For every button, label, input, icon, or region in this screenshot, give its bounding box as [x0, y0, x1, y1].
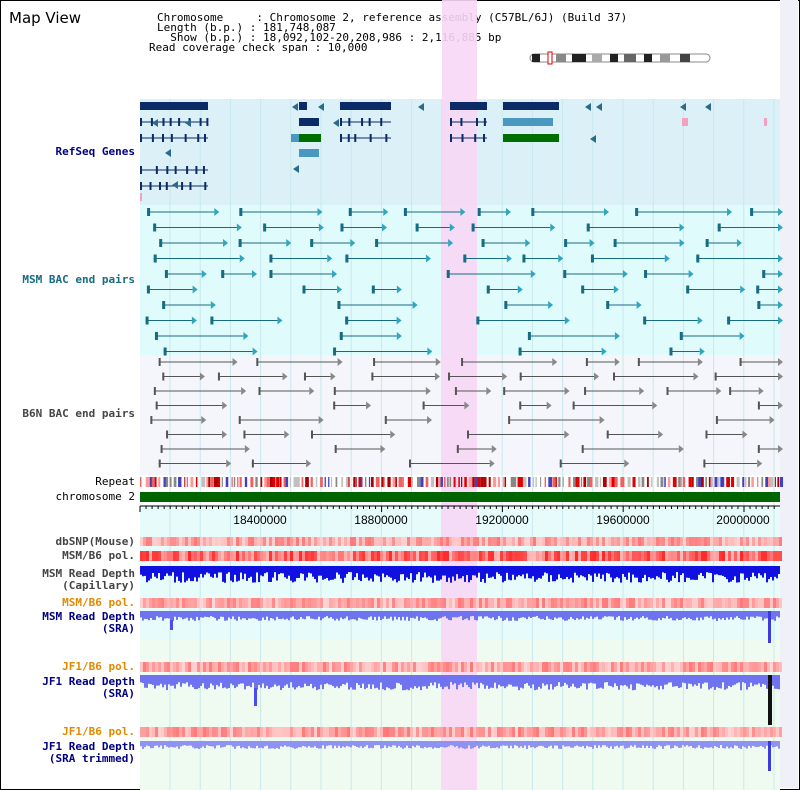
msm-read-depth-capillary-label[interactable]: MSM Read Depth (Capillary): [42, 567, 135, 592]
tick-label-5: 20000000: [716, 513, 770, 527]
jf1-b6-pol-label-1[interactable]: JF1/B6 pol.: [62, 660, 135, 673]
chromosome-label[interactable]: chromosome 2: [55, 490, 135, 503]
tick-label-1: 18400000: [233, 513, 287, 527]
jf1-read-depth-sra-label[interactable]: JF1 Read Depth (SRA): [42, 675, 135, 700]
msm-read-depth-sra-label[interactable]: MSM Read Depth (SRA): [42, 610, 135, 635]
coverage-span-info: Read coverage check span : 10,000: [149, 41, 368, 54]
right-margin: [780, 0, 798, 788]
repeat-track[interactable]: [140, 477, 784, 487]
b6n-bac-label[interactable]: B6N BAC end pairs: [22, 407, 135, 420]
chromosome-bar[interactable]: [140, 492, 780, 502]
tick-label-3: 19200000: [475, 513, 529, 527]
tick-label-4: 19600000: [596, 513, 650, 527]
jf1-read-depth-trimmed-label[interactable]: JF1 Read Depth (SRA trimmed): [42, 740, 135, 765]
dbsnp-label[interactable]: dbSNP(Mouse): [55, 535, 135, 548]
msm-bac-label[interactable]: MSM BAC end pairs: [22, 273, 135, 286]
tick-label-2: 18800000: [354, 513, 408, 527]
msm-b6-pol-label-1[interactable]: MSM/B6 pol.: [62, 549, 135, 562]
read-depth-tracks[interactable]: [140, 566, 780, 771]
highlight-region: [442, 0, 477, 790]
b6n-bac-pairs-layer[interactable]: [150, 358, 783, 468]
chromosome-ideogram[interactable]: [529, 51, 711, 65]
msm-bac-pairs-layer[interactable]: [145, 208, 783, 356]
refseq-genes-layer[interactable]: [140, 102, 767, 201]
page-title: Map View: [9, 9, 82, 27]
repeat-label[interactable]: Repeat: [95, 475, 135, 488]
position-axis: [139, 505, 780, 512]
refseq-genes-label[interactable]: RefSeq Genes: [55, 145, 135, 158]
polymorphism-heat-tracks[interactable]: [140, 537, 782, 737]
length-info: Length (b.p.) : 181,748,087: [157, 21, 336, 34]
msm-b6-pol-label-2[interactable]: MSM/B6 pol.: [62, 596, 135, 609]
jf1-b6-pol-label-2[interactable]: JF1/B6 pol.: [62, 725, 135, 738]
